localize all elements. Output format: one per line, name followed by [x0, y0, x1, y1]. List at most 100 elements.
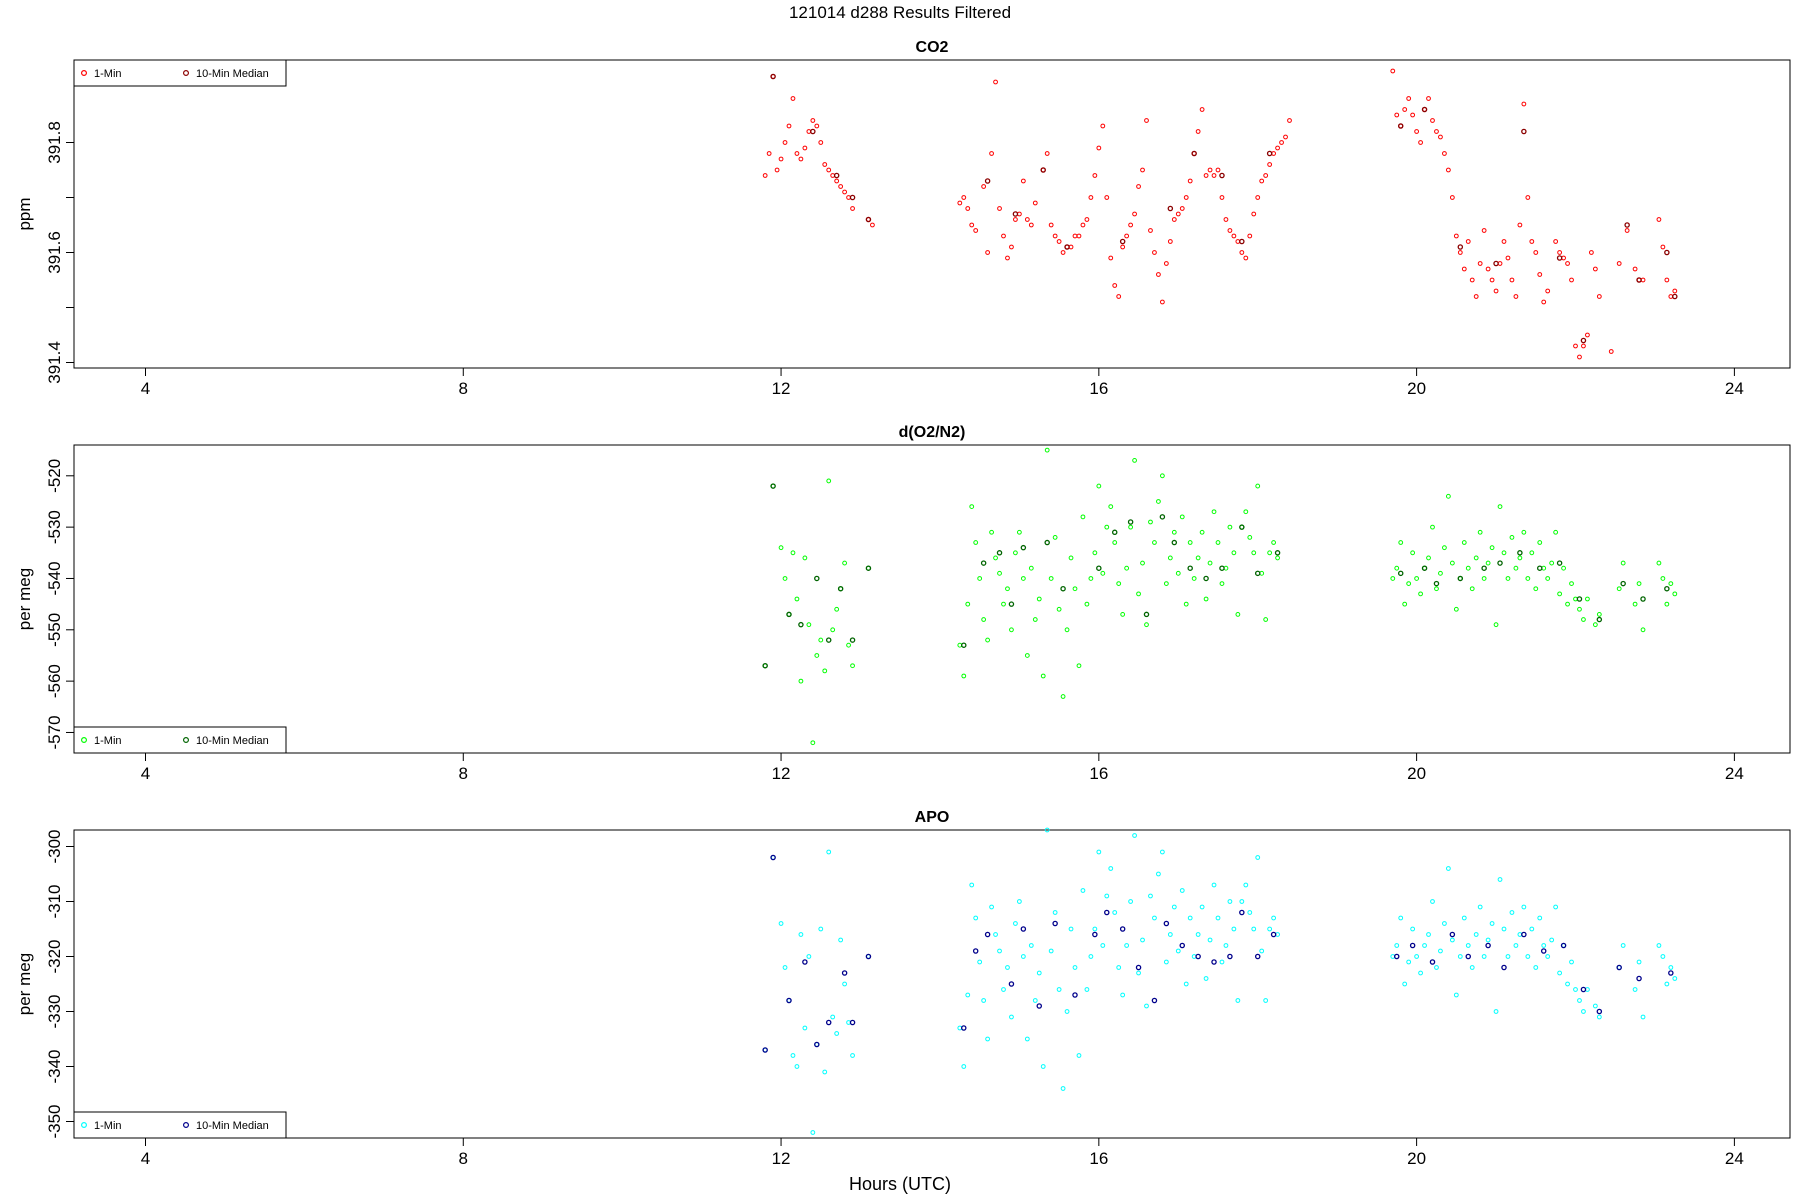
data-point	[814, 1041, 820, 1048]
data-point	[810, 1130, 816, 1135]
data-point	[814, 575, 820, 582]
data-point	[1203, 575, 1209, 582]
legend-label: 1-Min	[94, 735, 122, 747]
data-point	[1270, 931, 1277, 938]
data-point	[1481, 228, 1487, 233]
data-point	[1223, 943, 1229, 948]
data-point	[1235, 998, 1241, 1003]
data-point	[810, 128, 816, 135]
y-axis-label: per meg	[15, 568, 34, 630]
data-point	[1267, 162, 1273, 167]
data-point	[1219, 581, 1225, 586]
data-point	[1421, 565, 1428, 571]
x-tick-label: 12	[772, 1149, 791, 1168]
data-point	[1060, 585, 1066, 592]
data-point	[1489, 921, 1495, 926]
data-point	[1632, 601, 1638, 607]
data-point	[989, 904, 994, 910]
data-point	[1231, 550, 1237, 556]
data-point	[1132, 833, 1137, 838]
panel-title: CO2	[916, 39, 949, 56]
data-point	[993, 555, 998, 561]
data-point	[1493, 288, 1499, 294]
data-point	[1156, 499, 1161, 504]
data-point	[1636, 581, 1642, 586]
data-point	[1394, 112, 1400, 118]
data-point	[1414, 954, 1420, 959]
data-point	[778, 156, 784, 162]
data-point	[1187, 565, 1193, 571]
data-point	[1398, 540, 1404, 545]
data-point	[1036, 970, 1042, 976]
data-point	[1410, 112, 1416, 118]
data-point	[1040, 673, 1046, 679]
data-point	[1485, 266, 1491, 272]
data-point	[1171, 217, 1177, 222]
data-point	[1453, 233, 1459, 239]
plot-frame	[73, 829, 1791, 1139]
data-point	[1171, 539, 1178, 546]
data-point	[1116, 294, 1122, 299]
data-point	[1426, 932, 1431, 937]
data-point	[1175, 211, 1181, 217]
legend-marker	[183, 1121, 190, 1128]
data-point	[984, 178, 991, 184]
data-point	[1409, 942, 1416, 949]
data-point	[1068, 555, 1074, 561]
data-point	[1187, 915, 1193, 921]
data-point	[818, 637, 824, 643]
data-point	[833, 172, 840, 179]
data-point	[1211, 959, 1217, 965]
data-point	[1104, 195, 1110, 200]
data-point	[1124, 565, 1130, 571]
data-point	[1239, 238, 1245, 245]
data-point	[1620, 943, 1626, 948]
x-tick-label: 20	[1407, 379, 1426, 398]
data-point	[1640, 627, 1646, 633]
y-tick-label: 391.6	[45, 231, 64, 274]
data-point	[1445, 167, 1451, 173]
data-point	[1199, 107, 1205, 112]
x-tick-label: 4	[141, 1149, 150, 1168]
data-point	[1104, 524, 1110, 530]
data-point	[1485, 942, 1491, 949]
data-point	[1136, 184, 1141, 189]
data-point	[1179, 206, 1185, 211]
data-point	[1406, 581, 1412, 586]
data-point	[1461, 266, 1467, 272]
data-point	[977, 959, 983, 965]
data-point	[1223, 217, 1229, 222]
data-point	[1429, 959, 1436, 965]
data-point	[838, 937, 844, 943]
data-point	[1195, 953, 1201, 960]
data-point	[1120, 992, 1126, 998]
data-point	[826, 478, 832, 484]
data-point	[1581, 617, 1586, 622]
data-point	[1207, 937, 1213, 943]
data-point	[1128, 524, 1134, 530]
data-point	[1569, 959, 1574, 965]
data-point	[1668, 970, 1674, 976]
data-point	[965, 992, 971, 998]
data-point	[1545, 954, 1551, 959]
data-point	[834, 178, 840, 184]
data-point	[1064, 244, 1070, 250]
data-point	[1128, 899, 1134, 904]
data-point	[1271, 915, 1277, 921]
data-point	[1239, 899, 1245, 904]
data-point	[1465, 565, 1471, 571]
data-point	[957, 200, 963, 206]
x-tick-label: 24	[1725, 764, 1744, 783]
legend-marker	[183, 736, 190, 743]
y-tick-label: -540	[45, 561, 64, 595]
data-point	[1422, 943, 1427, 948]
data-point	[1596, 1014, 1602, 1020]
data-point	[1259, 178, 1265, 184]
data-point	[1044, 447, 1050, 453]
data-point	[778, 921, 784, 926]
data-point	[1465, 953, 1472, 960]
data-point	[1672, 591, 1678, 597]
data-point	[1167, 205, 1174, 212]
data-point	[1533, 586, 1539, 592]
data-point	[1215, 167, 1221, 173]
